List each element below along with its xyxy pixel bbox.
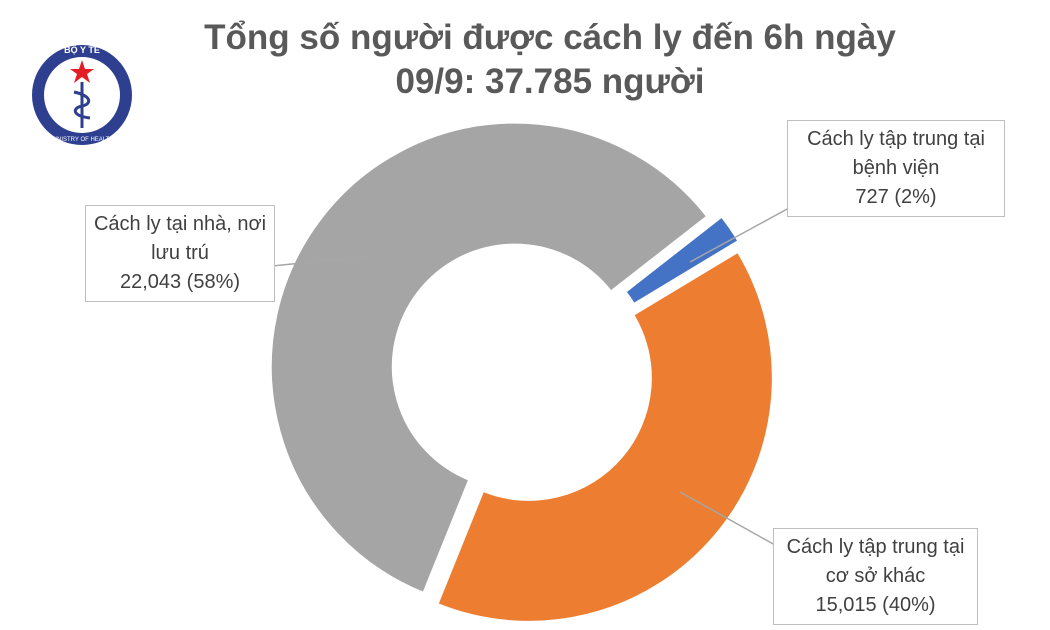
leader-line xyxy=(679,491,776,546)
leader-line xyxy=(689,207,790,263)
logo-bottom: MINISTRY OF HEALTH xyxy=(50,137,113,143)
data-label: Cách ly tại nhà, nơi lưu trú 22,043 (58%) xyxy=(85,205,275,302)
chart-title: Tổng số người được cách ly đến 6h ngày xyxy=(204,18,896,57)
data-label: Cách ly tập trung tại bệnh viện 727 (2%) xyxy=(787,120,1005,217)
logo-top: BỘ Y TẾ xyxy=(64,44,100,55)
category-label: Cách ly tập trung tại bệnh viện xyxy=(807,128,985,179)
donut-slice xyxy=(269,121,709,595)
category-label: Cách ly tại nhà, nơi lưu trú xyxy=(93,213,267,264)
value-label: 22,043 (58%) xyxy=(119,271,241,293)
category-label: Cách ly tập trung tại cơ sở khác xyxy=(786,536,965,587)
leader-line xyxy=(271,255,373,267)
logo-snake xyxy=(73,90,91,120)
data-label: Cách ly tập trung tại cơ sở khác 15,015 (… xyxy=(773,528,978,625)
chart-title: 09/9: 37.785 người xyxy=(395,62,705,101)
value-label: 15,015 (40%) xyxy=(815,594,936,616)
logo: BỘ Y TẾ MINISTRY OF HEALTH xyxy=(32,44,132,145)
donut-slice xyxy=(624,215,740,306)
donut-slice xyxy=(436,250,774,623)
value-label: 727 (2%) xyxy=(855,186,937,208)
logo-star xyxy=(70,60,94,83)
